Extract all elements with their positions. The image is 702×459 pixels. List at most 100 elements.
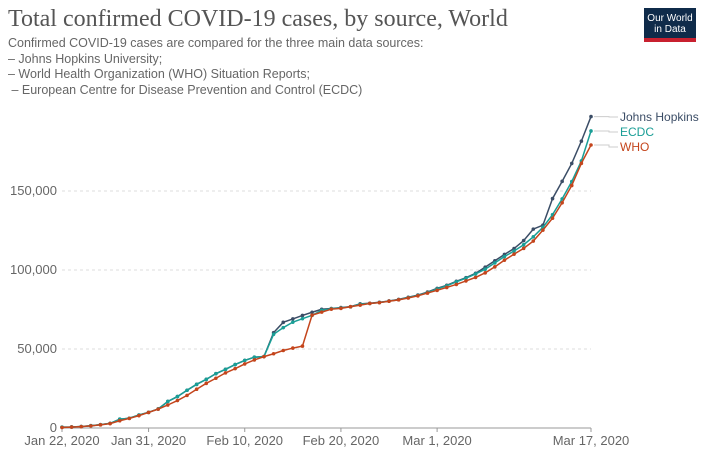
data-point bbox=[300, 316, 305, 321]
data-point bbox=[521, 246, 526, 251]
data-point bbox=[473, 275, 478, 280]
series-line-ecdc bbox=[61, 130, 592, 428]
chart-subtitle: Confirmed COVID-19 cases are compared fo… bbox=[8, 36, 423, 98]
data-point bbox=[531, 239, 536, 243]
data-point bbox=[214, 371, 218, 376]
x-tick-label: Jan 31, 2020 bbox=[111, 433, 186, 448]
data-point bbox=[242, 362, 247, 366]
data-point bbox=[98, 423, 103, 427]
data-point bbox=[89, 424, 93, 428]
data-point bbox=[69, 425, 74, 429]
data-point bbox=[387, 299, 391, 304]
y-tick-label: 100,000 bbox=[10, 262, 57, 277]
y-tick-label: 0 bbox=[50, 420, 57, 435]
data-point bbox=[589, 114, 593, 119]
data-point bbox=[194, 387, 199, 392]
data-point bbox=[310, 310, 314, 315]
data-point bbox=[146, 410, 151, 415]
data-point bbox=[512, 249, 516, 253]
data-point bbox=[464, 279, 468, 283]
data-point bbox=[444, 285, 449, 290]
data-point bbox=[406, 296, 411, 300]
data-point bbox=[175, 398, 180, 403]
data-point bbox=[589, 129, 593, 133]
data-point bbox=[319, 310, 324, 314]
data-point bbox=[117, 418, 122, 423]
data-point bbox=[560, 179, 564, 184]
data-point bbox=[339, 306, 343, 311]
data-point bbox=[483, 267, 488, 272]
data-point bbox=[108, 421, 112, 426]
data-point bbox=[252, 358, 257, 362]
data-point bbox=[579, 139, 584, 143]
data-point bbox=[291, 346, 295, 350]
data-point bbox=[127, 416, 132, 421]
data-point bbox=[589, 143, 593, 147]
legend-label: Johns Hopkins bbox=[620, 110, 699, 124]
data-point bbox=[550, 196, 555, 201]
data-point bbox=[502, 258, 507, 262]
data-point bbox=[223, 371, 228, 375]
data-point bbox=[204, 381, 209, 386]
data-point bbox=[166, 399, 170, 404]
data-point bbox=[454, 280, 459, 284]
data-point bbox=[493, 261, 497, 265]
series-line-who bbox=[61, 144, 592, 429]
x-tick-label: Mar 1, 2020 bbox=[402, 433, 471, 448]
data-point bbox=[223, 367, 228, 372]
x-tick-label: Mar 17, 2020 bbox=[553, 433, 630, 448]
data-point bbox=[521, 242, 526, 247]
data-point bbox=[194, 382, 199, 387]
legend-label: ECDC bbox=[620, 125, 654, 139]
data-point bbox=[214, 376, 218, 381]
data-point bbox=[569, 183, 574, 188]
data-point bbox=[483, 271, 488, 275]
data-point bbox=[281, 348, 286, 353]
data-point bbox=[252, 355, 257, 360]
data-point bbox=[291, 320, 295, 324]
data-point bbox=[541, 228, 545, 232]
data-point bbox=[233, 366, 237, 371]
legend-label: WHO bbox=[620, 140, 649, 154]
data-point bbox=[464, 276, 468, 281]
owid-logo[interactable]: Our World in Data bbox=[644, 8, 696, 42]
data-point bbox=[396, 298, 401, 302]
data-point bbox=[435, 288, 439, 293]
data-point bbox=[300, 313, 305, 318]
data-point bbox=[329, 307, 334, 311]
data-point bbox=[512, 246, 516, 251]
data-point bbox=[531, 235, 536, 239]
data-point bbox=[531, 227, 536, 231]
data-point bbox=[156, 407, 160, 411]
data-point bbox=[166, 403, 170, 407]
data-point bbox=[502, 254, 507, 259]
data-point bbox=[416, 294, 420, 298]
data-point bbox=[271, 351, 276, 356]
data-point bbox=[377, 300, 382, 305]
data-point bbox=[291, 317, 295, 321]
subtitle-line: – Johns Hopkins University; bbox=[8, 51, 163, 66]
data-point bbox=[473, 272, 478, 276]
data-point bbox=[242, 358, 247, 363]
data-point bbox=[60, 425, 64, 430]
x-tick-label: Feb 10, 2020 bbox=[206, 433, 283, 448]
subtitle-line: Confirmed COVID-19 cases are compared fo… bbox=[8, 36, 424, 50]
data-point bbox=[137, 413, 141, 418]
data-point bbox=[185, 393, 189, 398]
data-point bbox=[493, 265, 497, 269]
legend-connector bbox=[594, 130, 618, 133]
data-point bbox=[367, 301, 372, 306]
x-tick-label: Jan 22, 2020 bbox=[24, 433, 99, 448]
data-point bbox=[175, 394, 180, 399]
data-point bbox=[512, 252, 516, 256]
data-point bbox=[521, 238, 526, 243]
x-tick-label: Feb 20, 2020 bbox=[303, 433, 380, 448]
data-point bbox=[185, 388, 189, 393]
data-point bbox=[550, 216, 555, 221]
y-tick-label: 50,000 bbox=[17, 341, 57, 356]
data-point bbox=[310, 313, 314, 317]
series-line-johns-hopkins bbox=[61, 116, 592, 428]
data-point bbox=[233, 362, 237, 367]
data-point bbox=[281, 325, 286, 330]
